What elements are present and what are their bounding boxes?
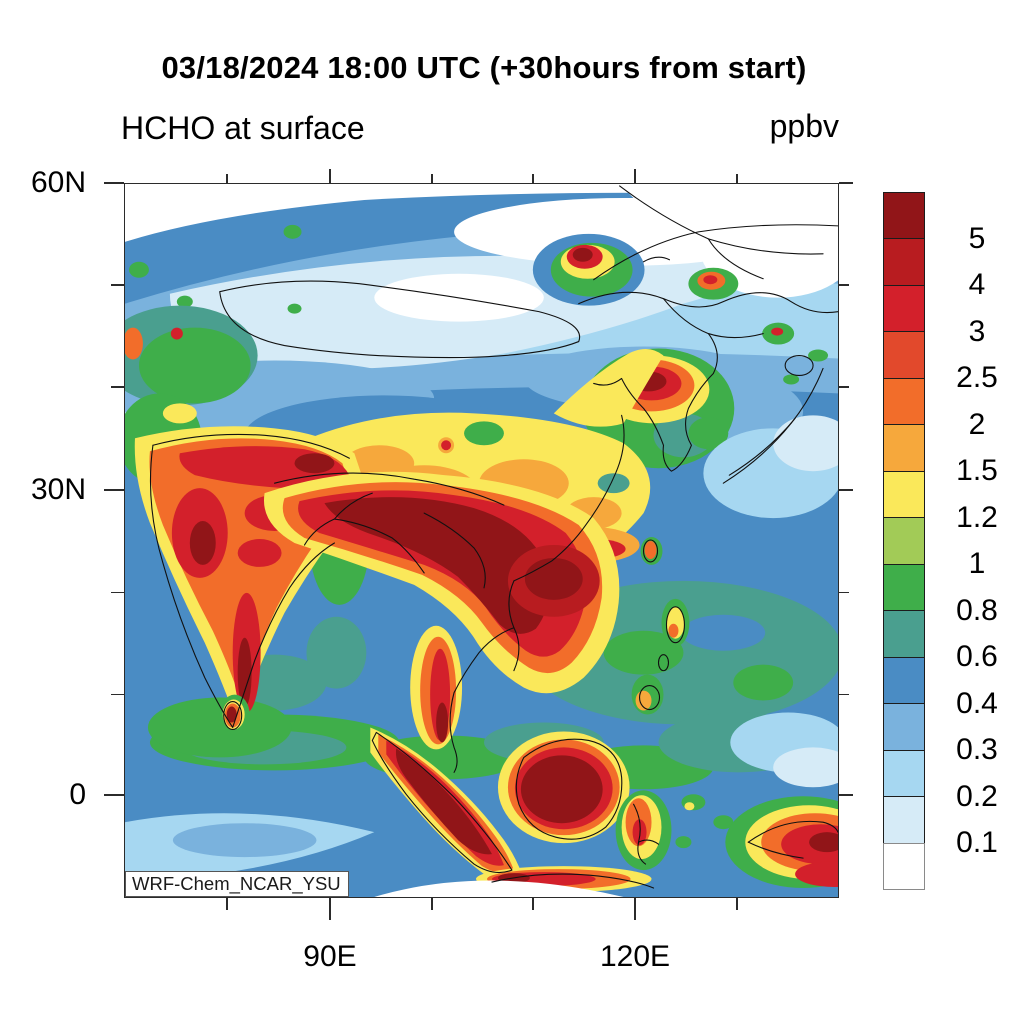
colorbar-tick-label: 3: [968, 314, 986, 348]
map-svg: [125, 184, 838, 897]
y-minor-tick: [111, 693, 124, 696]
colorbar-segment: [883, 331, 925, 379]
x-minor-tick: [431, 898, 433, 910]
page-title: 03/18/2024 18:00 UTC (+30hours from star…: [161, 50, 807, 85]
x-major-tick: [328, 898, 331, 920]
colorbar-segment: [883, 192, 925, 240]
colorbar-segment: [883, 424, 925, 472]
y-axis-tick-label: 0: [69, 777, 86, 811]
y-minor-tick: [839, 591, 849, 594]
x-minor-tick: [532, 898, 534, 910]
colorbar-segment: [883, 284, 925, 333]
colorbar-segment: [883, 563, 925, 612]
colorbar-tick-label: 0.2: [956, 779, 998, 813]
colorbar-labels: 5 4 3 2.5 2 1.5 1.2 1 0.8 0.6 0.4 0.3 0.2 0.1: [929, 192, 1024, 890]
x-minor-tick: [736, 898, 738, 910]
y-major-tick: [839, 489, 853, 492]
model-watermark: WRF-Chem_NCAR_YSU: [125, 871, 349, 897]
colorbar-segment: [883, 238, 925, 286]
y-axis-tick-label: 60N: [30, 166, 86, 199]
colorbar-tick-label: 2: [968, 407, 986, 441]
x-major-tick: [328, 169, 331, 183]
colorbar-segment: [883, 796, 925, 844]
units-label: ppbv: [769, 108, 839, 144]
colorbar-segment: [883, 842, 925, 891]
colorbar-segment: [883, 610, 925, 658]
y-minor-tick: [111, 386, 124, 388]
colorbar-tick-label: 0.3: [956, 733, 998, 767]
colorbar-tick-label: 5: [968, 221, 986, 255]
y-major-tick: [839, 793, 853, 796]
y-major-tick: [104, 182, 124, 184]
y-minor-tick: [111, 591, 124, 594]
colorbar-segment: [883, 377, 925, 426]
map-plot: WRF-Chem_NCAR_YSU: [124, 183, 839, 898]
coastlines: [149, 185, 838, 889]
y-major-tick: [104, 489, 124, 492]
y-major-tick: [839, 182, 853, 184]
x-axis-tick-label: 120E: [599, 940, 671, 973]
y-minor-tick: [111, 284, 124, 286]
y-major-tick: [104, 793, 124, 796]
y-minor-tick: [839, 386, 849, 388]
colorbar-tick-label: 2.5: [956, 361, 998, 395]
colorbar-segment: [883, 517, 925, 565]
colorbar-tick-label: 0.1: [956, 826, 998, 860]
colorbar-segment: [883, 703, 925, 751]
colorbar-tick-label: 1.5: [956, 454, 998, 488]
y-minor-tick: [839, 693, 849, 696]
x-minor-tick: [226, 898, 228, 910]
colorbar-tick-label: 0.4: [956, 686, 998, 720]
y-minor-tick: [839, 284, 849, 286]
x-axis-tick-label: 90E: [303, 940, 357, 973]
colorbar-segment: [883, 656, 925, 705]
x-minor-tick: [226, 174, 228, 183]
colorbar-segment: [883, 470, 925, 519]
colorbar-tick-label: 1: [968, 547, 986, 581]
x-minor-tick: [736, 174, 738, 183]
y-axis-tick-label: 30N: [30, 473, 86, 507]
x-major-tick: [634, 898, 636, 920]
colorbar-tick-label: 4: [968, 268, 986, 302]
colorbar-tick-label: 1.2: [956, 500, 998, 534]
x-major-tick: [634, 169, 636, 183]
colorbar-segments: [883, 192, 925, 891]
colorbar-tick-label: 0.6: [956, 640, 998, 674]
colorbar: 5 4 3 2.5 2 1.5 1.2 1 0.8 0.6 0.4 0.3 0.2 0.1: [883, 192, 998, 891]
variable-label: HCHO at surface: [121, 110, 365, 146]
x-minor-tick: [532, 174, 534, 183]
colorbar-segment: [883, 749, 925, 798]
colorbar-tick-label: 0.8: [956, 593, 998, 627]
contour-fills: [125, 184, 838, 897]
x-minor-tick: [431, 174, 433, 183]
